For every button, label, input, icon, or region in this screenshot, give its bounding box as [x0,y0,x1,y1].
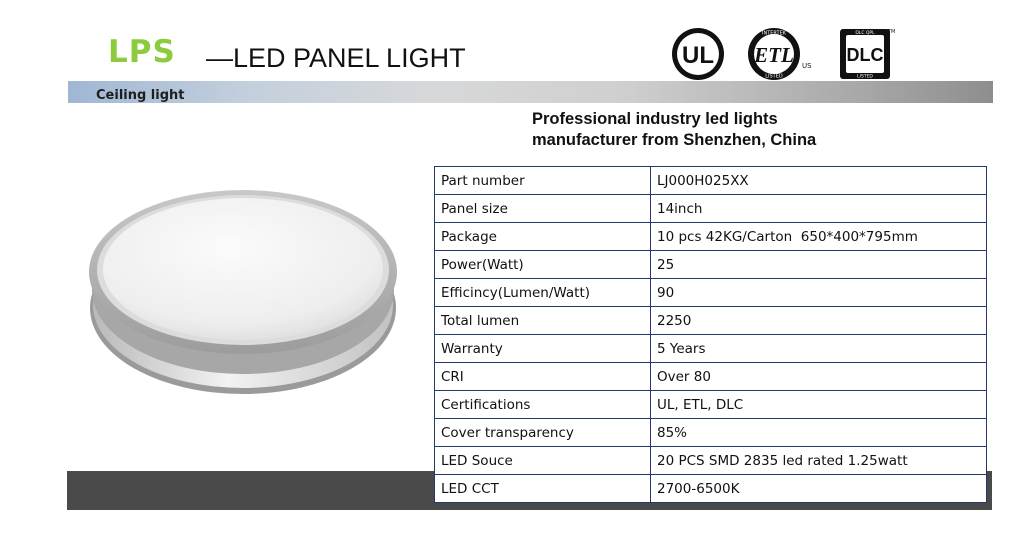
spec-value: 85% [650,418,987,447]
spec-label: Part number [434,166,651,195]
spec-value: Over 80 [650,362,987,391]
spec-value: 2250 [650,306,987,335]
category-band [68,81,993,103]
spec-value: 20 PCS SMD 2835 led rated 1.25watt [650,446,987,475]
spec-value: 10 pcs 42KG/Carton 650*400*795mm [650,222,987,251]
spec-label: Efficincy(Lumen/Watt) [434,278,651,307]
page-title: —LED PANEL LIGHT [206,43,466,73]
spec-label: Total lumen [434,306,651,335]
spec-value: 5 Years [650,334,987,363]
category-label: Ceiling light [96,88,185,103]
headline-line-1: Professional industry led lights [532,110,778,128]
spec-label: CRI [434,362,651,391]
spec-table: Part number LJ000H025XX Panel size 14inch … [434,166,987,503]
dlc-logo-text: DLC [847,45,884,65]
spec-label: Panel size [434,194,651,223]
spec-value: UL, ETL, DLC [650,390,987,419]
table-row: Part number LJ000H025XX [434,166,987,195]
headline: Professional industry led lights manufac… [532,109,952,151]
spec-label: Power(Watt) [434,250,651,279]
spec-label: Warranty [434,334,651,363]
table-row: CRI Over 80 [434,362,987,391]
ceiling-light-icon [89,190,397,394]
table-row: Certifications UL, ETL, DLC [434,390,987,419]
headline-line-2: manufacturer from Shenzhen, China [532,131,817,149]
table-row: Total lumen 2250 [434,306,987,335]
dlc-tm-text: TM [887,29,895,35]
table-row: Cover transparency 85% [434,418,987,447]
spec-value: 25 [650,250,987,279]
table-row: Efficincy(Lumen/Watt) 90 [434,278,987,307]
ul-logo-text: UL [682,42,714,69]
etl-us-text: US [802,62,812,70]
spec-value: LJ000H025XX [650,166,987,195]
etl-logo-icon: INTERTEK ETL LISTED US [748,28,812,80]
table-row: Warranty 5 Years [434,334,987,363]
etl-logo-text: ETL [753,43,794,67]
etl-ring-text: INTERTEK [762,31,787,37]
etl-bottom-text: LISTED [765,74,783,80]
table-row: Panel size 14inch [434,194,987,223]
table-row: Power(Watt) 25 [434,250,987,279]
dlc-bottom-text: LISTED [857,74,873,80]
spec-value: 14inch [650,194,987,223]
spec-label: LED CCT [434,474,651,503]
spec-label: Certifications [434,390,651,419]
spec-value: 2700-6500K [650,474,987,503]
spec-value: 90 [650,278,987,307]
spec-label: Package [434,222,651,251]
table-row: Package 10 pcs 42KG/Carton 650*400*795mm [434,222,987,251]
spec-label: Cover transparency [434,418,651,447]
ul-logo-icon: UL [672,28,724,80]
brand-logo-text: LPS [108,34,176,70]
table-row: LED Souce 20 PCS SMD 2835 led rated 1.25w… [434,446,987,475]
certification-logos: UL INTERTEK ETL LISTED US DLC QPL DLC LI… [670,26,900,82]
dlc-ring-text: DLC QPL [855,30,875,36]
spec-label: LED Souce [434,446,651,475]
table-row: LED CCT 2700-6500K [434,474,987,503]
dlc-logo-icon: DLC QPL DLC LISTED TM [840,29,895,80]
